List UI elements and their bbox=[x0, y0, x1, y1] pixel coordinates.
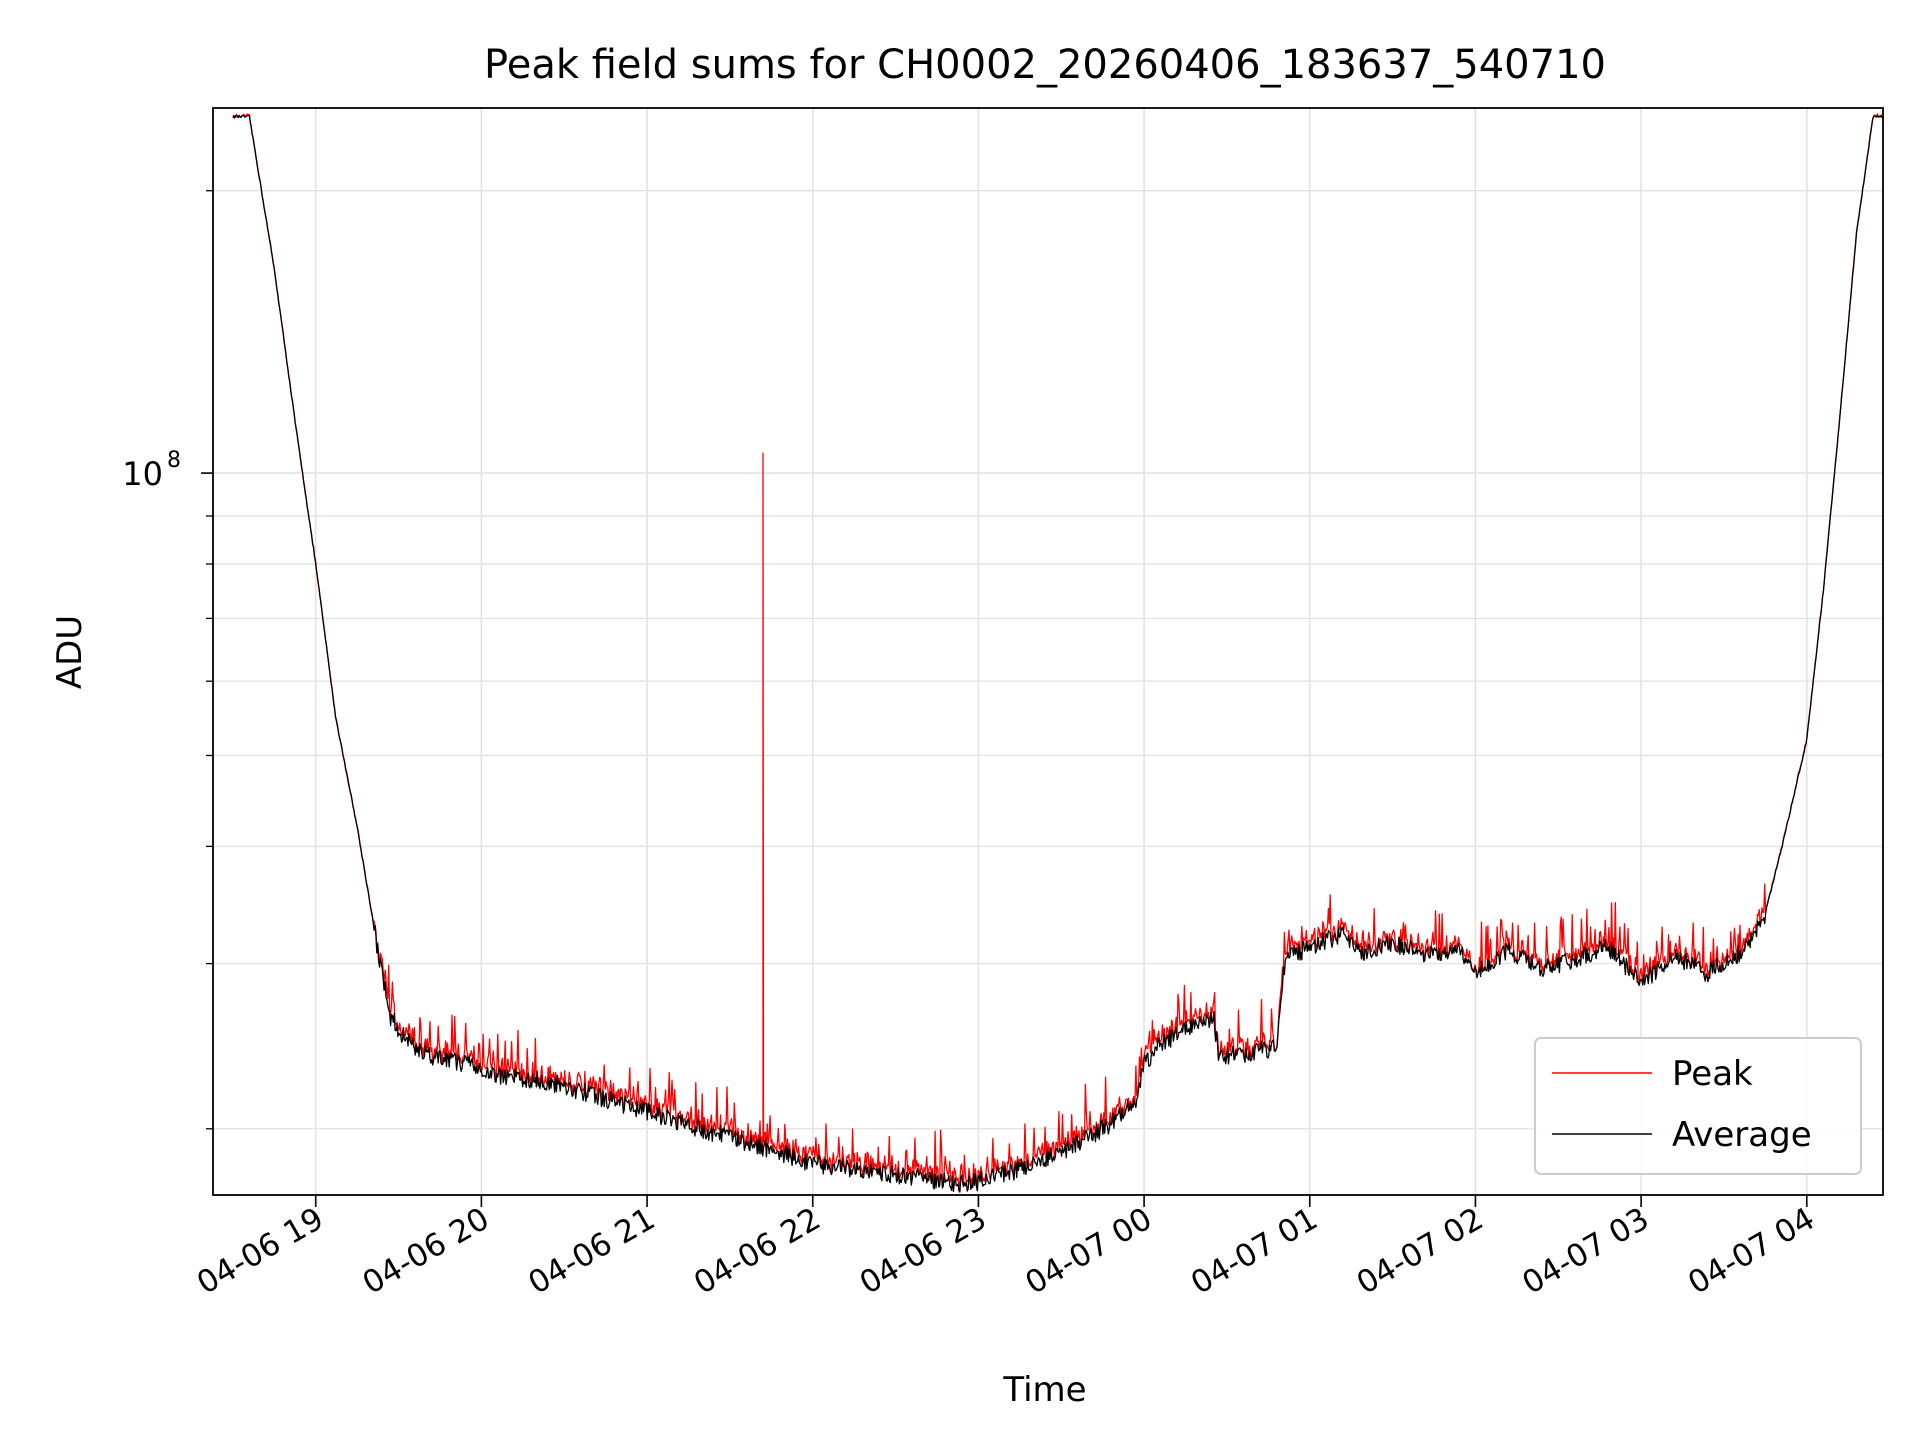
series-line-average bbox=[232, 114, 1884, 1193]
legend-box bbox=[1534, 1037, 1862, 1175]
legend-label-peak: Peak bbox=[1672, 1054, 1753, 1094]
x-axis-label: Time bbox=[1002, 1370, 1086, 1410]
chart-title: Peak field sums for CH0002_20260406_1836… bbox=[484, 42, 1606, 88]
series-line-peak bbox=[232, 113, 1884, 1191]
legend-label-average: Average bbox=[1672, 1115, 1812, 1155]
y-tick-label-exponent: 8 bbox=[167, 448, 181, 473]
y-axis-label: ADU bbox=[50, 615, 90, 689]
plot-frame bbox=[212, 107, 1884, 1196]
y-tick-label-base: 10 bbox=[122, 455, 163, 493]
legend: Peak Average bbox=[1534, 1037, 1862, 1175]
plot-series bbox=[232, 113, 1884, 1193]
